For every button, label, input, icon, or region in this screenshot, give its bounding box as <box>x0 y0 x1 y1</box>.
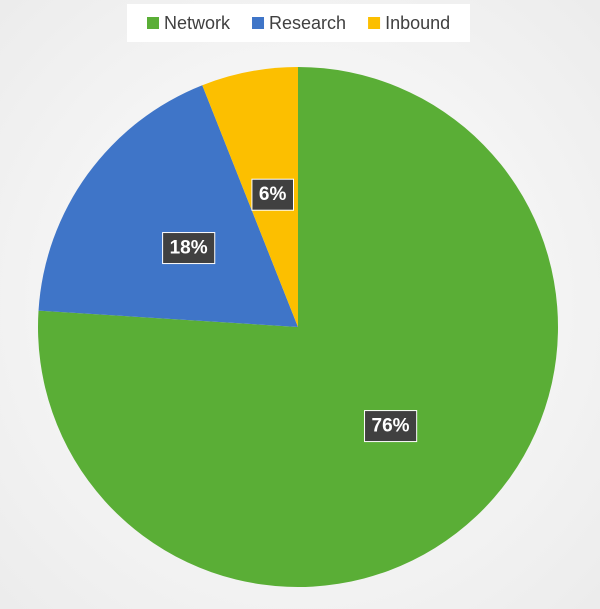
pie-slice <box>202 67 298 327</box>
data-label: 76% <box>372 416 410 437</box>
legend: Network Research Inbound <box>147 13 450 33</box>
data-label-box <box>162 232 216 265</box>
data-label-box <box>364 410 418 443</box>
legend-label: Inbound <box>385 13 450 33</box>
pie: 76% 18% 6% <box>38 67 559 587</box>
legend-box <box>127 4 470 42</box>
legend-marker <box>252 17 265 29</box>
legend-label: Network <box>164 13 231 33</box>
legend-marker <box>368 17 381 29</box>
legend-marker <box>147 17 159 29</box>
data-label: 18% <box>170 238 208 259</box>
pie-slice <box>38 85 298 327</box>
data-label-box <box>251 178 294 211</box>
data-label: 6% <box>259 184 287 205</box>
legend-label: Research <box>269 13 346 33</box>
